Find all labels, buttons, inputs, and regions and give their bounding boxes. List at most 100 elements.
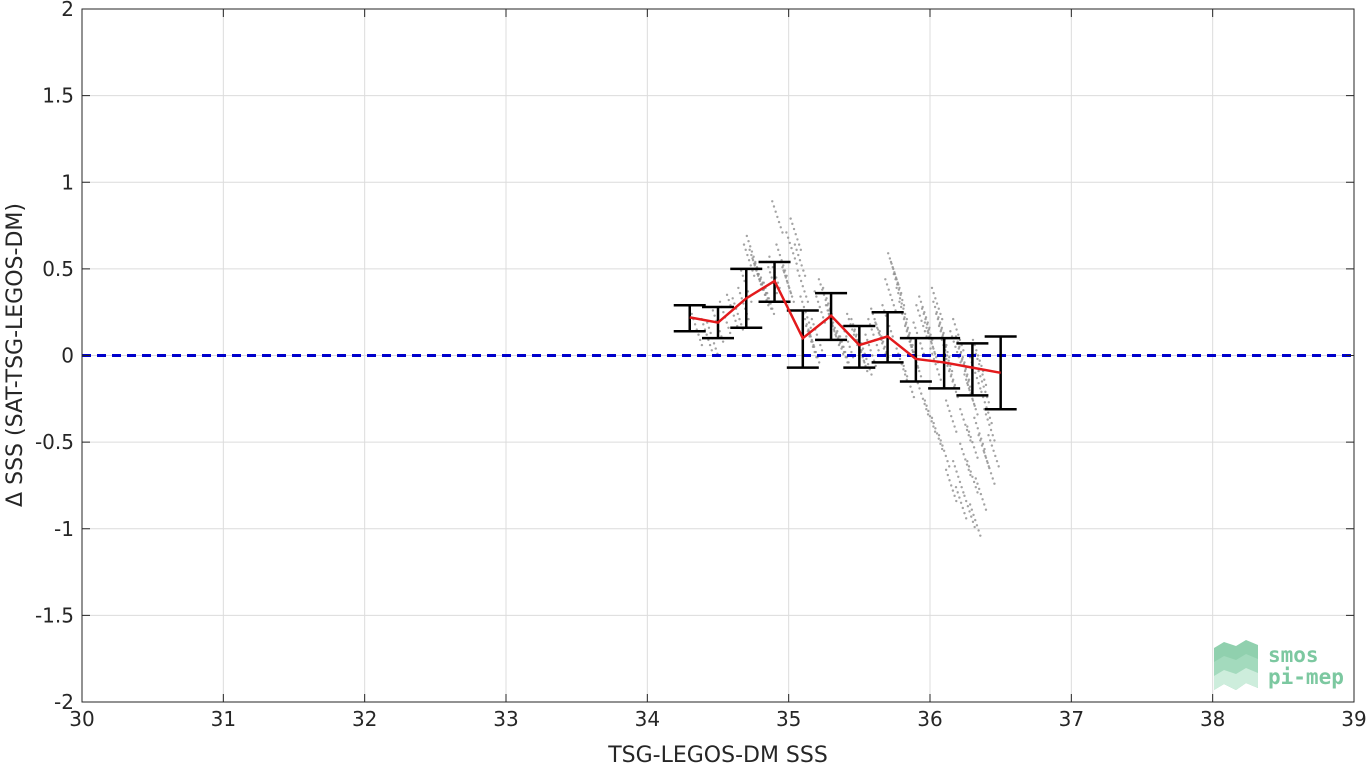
scatter-point <box>990 444 994 447</box>
scatter-point <box>806 300 810 303</box>
scatter-point <box>922 324 925 328</box>
scatter-point <box>946 364 949 368</box>
scatter-point <box>889 330 893 333</box>
scatter-point <box>702 323 705 326</box>
scatter-point <box>812 345 816 349</box>
scatter-point <box>915 304 918 307</box>
scatter-point <box>990 421 993 425</box>
scatter-point <box>909 385 912 388</box>
scatter-point <box>804 324 808 328</box>
scatter-point <box>889 293 892 297</box>
scatter-point <box>800 264 803 267</box>
scatter-point <box>974 371 977 375</box>
scatter-point <box>980 390 983 394</box>
x-tick-label: 34 <box>635 707 660 731</box>
scatter-point <box>925 326 928 329</box>
scatter-point <box>926 330 929 333</box>
scatter-point <box>951 317 955 321</box>
scatter-point <box>904 369 907 373</box>
scatter-point <box>714 347 717 350</box>
scatter-point <box>918 314 922 317</box>
scatter-point <box>782 269 785 272</box>
scatter-point <box>749 245 752 248</box>
scatter-point <box>973 416 976 420</box>
scatter-point <box>693 323 697 326</box>
scatter-point <box>815 333 819 336</box>
scatter-point <box>898 300 901 303</box>
scatter-point <box>989 439 992 442</box>
scatter-point <box>959 501 963 504</box>
scatter-point <box>785 279 789 283</box>
scatter-point <box>921 397 925 401</box>
scatter-point <box>864 333 867 336</box>
scatter-point <box>929 333 932 336</box>
scatter-point <box>708 343 712 347</box>
scatter-point <box>899 305 903 309</box>
scatter-point <box>948 409 951 413</box>
scatter-point <box>736 312 739 316</box>
scatter-point <box>905 375 909 378</box>
scatter-point <box>966 505 970 508</box>
y-tick-label: 0 <box>61 344 74 368</box>
scatter-point <box>911 349 914 352</box>
scatter-point <box>776 215 779 219</box>
scatter-point <box>926 413 930 416</box>
x-tick-label: 33 <box>493 707 518 731</box>
scatter-point <box>825 297 828 300</box>
y-axis-ticks: -2 -1.5 -1 -0.5 0 0.5 1 1.5 2 <box>35 0 1354 714</box>
scatter-point <box>803 290 806 293</box>
scatter-point <box>966 382 969 385</box>
scatter-point <box>793 243 797 246</box>
scatter-point <box>967 468 970 472</box>
scatter-point <box>929 340 933 343</box>
scatter-point <box>925 408 928 411</box>
scatter-point <box>977 529 980 532</box>
scatter-point <box>944 454 948 458</box>
scatter-point <box>781 265 784 269</box>
scatter-point <box>885 283 889 286</box>
scatter-point <box>740 297 743 300</box>
scatter-point <box>940 317 944 321</box>
scatter-point <box>886 252 890 255</box>
scatter-point <box>939 442 942 446</box>
scatter-point <box>739 323 743 326</box>
scatter-point <box>854 335 858 338</box>
scatter-point <box>892 272 896 276</box>
scatter-point <box>920 319 923 323</box>
scatter-point <box>809 326 812 329</box>
scatter-point <box>937 324 941 328</box>
scatter-point <box>954 390 958 394</box>
scatter-point <box>974 451 977 454</box>
scatter-point <box>745 234 749 238</box>
scatter-point <box>983 451 986 454</box>
scatter-point <box>747 259 751 262</box>
scatter-point <box>721 340 725 343</box>
scatter-point <box>797 243 801 246</box>
scatter-point <box>821 316 825 319</box>
scatter-point <box>953 323 957 326</box>
scatter-point <box>956 491 959 494</box>
scatter-point <box>971 520 975 524</box>
scatter-point <box>934 427 937 430</box>
scatter-point <box>964 423 967 426</box>
scatter-point <box>983 503 986 506</box>
scatter-point <box>919 300 923 303</box>
scatter-point <box>979 375 982 378</box>
logo-text-pimep: pi-mep <box>1268 665 1344 689</box>
scatter-point <box>963 369 967 373</box>
scatter-point <box>797 253 800 257</box>
scatter-point <box>760 283 763 286</box>
scatter-point <box>705 333 708 336</box>
scatter-point <box>902 317 906 321</box>
y-tick-label: -1.5 <box>35 603 74 627</box>
scatter-point <box>962 349 965 352</box>
scatter-point <box>831 321 835 324</box>
scatter-point <box>962 453 965 456</box>
scatter-point <box>905 330 909 333</box>
scatter-point <box>798 274 801 278</box>
scatter-point <box>974 485 977 489</box>
scatter-point <box>958 480 962 484</box>
scatter-point <box>767 297 771 300</box>
scatter-point <box>987 411 990 414</box>
